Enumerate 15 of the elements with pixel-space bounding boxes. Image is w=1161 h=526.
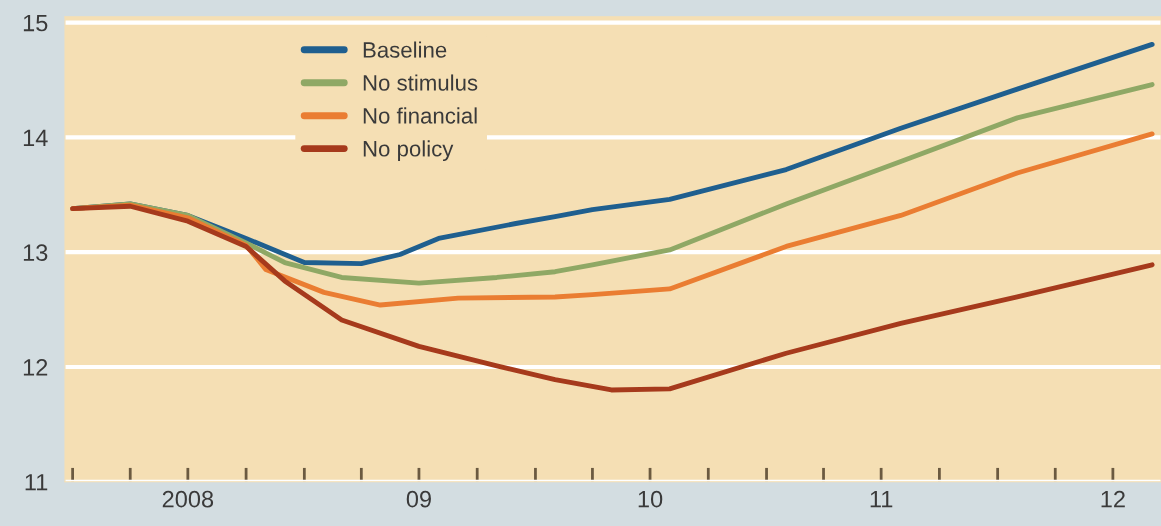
x-tick-label: 10 [638, 490, 663, 508]
x-tick-label: 2008 [162, 490, 214, 508]
line-series [70, 203, 1155, 393]
x-tick-label: 09 [406, 490, 431, 508]
legend-label: No financial [363, 107, 477, 124]
y-tick-label: 13 [23, 244, 48, 261]
y-tick-label: 15 [23, 14, 48, 32]
y-tick-label: 11 [25, 474, 48, 491]
legend-label: No stimulus [363, 74, 478, 91]
x-tick-label: 11 [870, 491, 893, 508]
y-tick-label: 14 [23, 129, 48, 146]
y-tick-label: 12 [23, 359, 48, 376]
legend-label: Baseline [363, 41, 447, 58]
legend-label: No policy [363, 140, 454, 162]
x-tick-label: 12 [1101, 490, 1125, 508]
